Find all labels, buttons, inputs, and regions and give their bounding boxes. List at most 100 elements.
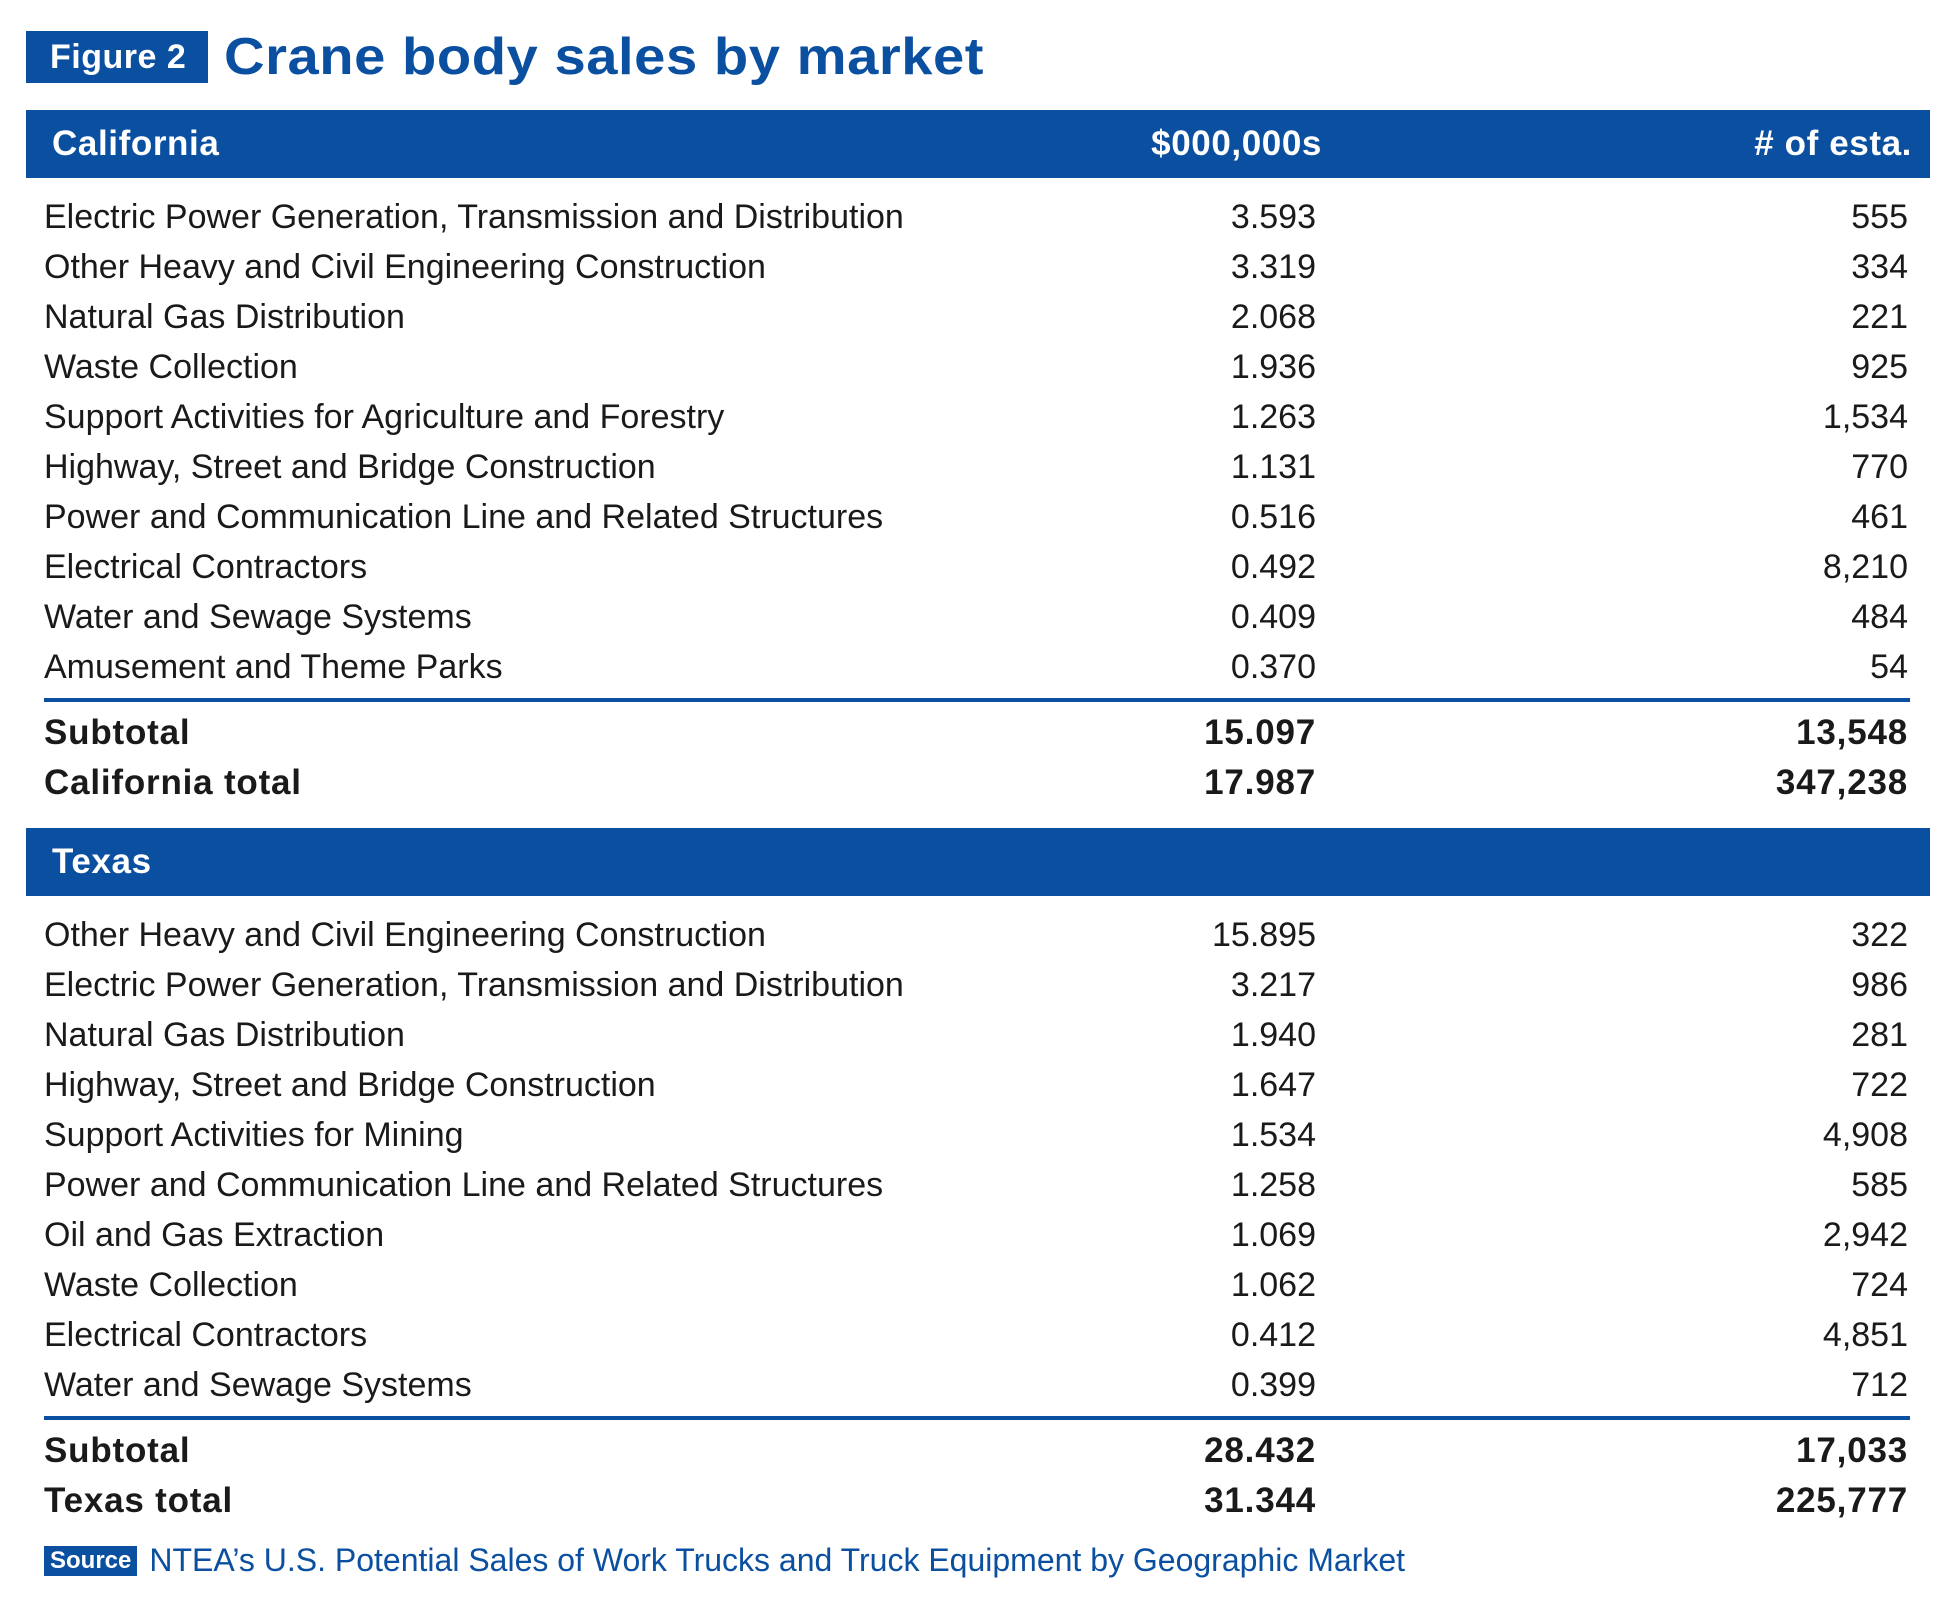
market-cell: Support Activities for Mining [44,1116,464,1154]
source-badge: Source [44,1545,138,1576]
market-cell: Electrical Contractors [44,1316,368,1354]
market-cell: Power and Communication Line and Related… [44,1166,884,1204]
table-row: Highway, Street and Bridge Construction … [26,442,1930,492]
amount-cell: 1.258 [1230,1166,1316,1204]
subtotal-label: Subtotal [44,1431,191,1470]
divider-rule [44,1416,1910,1420]
subtotal-amount: 28.432 [1204,1431,1316,1470]
subtotal-label: Subtotal [44,713,191,752]
amount-cell: 1.647 [1230,1066,1316,1104]
table-row: Other Heavy and Civil Engineering Constr… [26,910,1930,960]
market-cell: Amusement and Theme Parks [44,648,503,686]
figure-title-row: Figure 2 Crane body sales by market [26,28,984,86]
market-cell: Waste Collection [44,348,298,386]
table-row: Power and Communication Line and Related… [26,492,1930,542]
establishments-cell: 724 [1851,1266,1908,1304]
column-header-amount: $000,000s [1151,124,1322,163]
market-cell: Highway, Street and Bridge Construction [44,1066,656,1104]
section-title: California [52,124,220,163]
amount-cell: 0.399 [1230,1366,1316,1404]
market-cell: Water and Sewage Systems [44,1366,472,1404]
table-row: Support Activities for Agriculture and F… [26,392,1930,442]
market-cell: Water and Sewage Systems [44,598,472,636]
table-row: Water and Sewage Systems 0.409 484 [26,592,1930,642]
subtotal-row: Subtotal 28.432 17,033 [26,1426,1930,1476]
establishments-cell: 461 [1851,498,1908,536]
total-establishments: 347,238 [1775,763,1908,802]
market-cell: Highway, Street and Bridge Construction [44,448,656,486]
establishments-cell: 925 [1851,348,1908,386]
amount-cell: 1.936 [1230,348,1316,386]
amount-cell: 1.069 [1230,1216,1316,1254]
amount-cell: 3.217 [1230,966,1316,1004]
amount-cell: 1.131 [1230,448,1316,486]
amount-cell: 0.370 [1230,648,1316,686]
section-rows: Other Heavy and Civil Engineering Constr… [26,896,1930,1526]
source-line: Source NTEA’s U.S. Potential Sales of Wo… [44,1542,1405,1579]
establishments-cell: 8,210 [1822,548,1908,586]
table-row: Natural Gas Distribution 2.068 221 [26,292,1930,342]
establishments-cell: 484 [1851,598,1908,636]
table-row: Natural Gas Distribution 1.940 281 [26,1010,1930,1060]
market-cell: Waste Collection [44,1266,298,1304]
table-row: Waste Collection 1.062 724 [26,1260,1930,1310]
establishments-cell: 281 [1851,1016,1908,1054]
establishments-cell: 555 [1851,198,1908,236]
table-row: Oil and Gas Extraction 1.069 2,942 [26,1210,1930,1260]
subtotal-establishments: 13,548 [1796,713,1908,752]
section-header: Texas [26,828,1930,896]
establishments-cell: 4,851 [1822,1316,1908,1354]
amount-cell: 3.593 [1230,198,1316,236]
market-cell: Electric Power Generation, Transmission … [44,966,904,1004]
market-cell: Other Heavy and Civil Engineering Constr… [44,248,766,286]
figure-label-badge: Figure 2 [26,31,209,83]
establishments-cell: 2,942 [1822,1216,1908,1254]
section-title: Texas [52,842,152,881]
market-cell: Other Heavy and Civil Engineering Constr… [44,916,766,954]
total-row: California total 17.987 347,238 [26,758,1930,808]
market-cell: Electric Power Generation, Transmission … [44,198,904,236]
total-label: Texas total [44,1481,234,1520]
table-row: Power and Communication Line and Related… [26,1160,1930,1210]
table-row: Water and Sewage Systems 0.399 712 [26,1360,1930,1410]
amount-cell: 0.516 [1230,498,1316,536]
figure-title: Crane body sales by market [224,28,985,86]
table-row: Waste Collection 1.936 925 [26,342,1930,392]
amount-cell: 2.068 [1230,298,1316,336]
market-cell: Natural Gas Distribution [44,1016,405,1054]
establishments-cell: 4,908 [1822,1116,1908,1154]
establishments-cell: 585 [1851,1166,1908,1204]
establishments-cell: 322 [1851,916,1908,954]
subtotal-row: Subtotal 15.097 13,548 [26,708,1930,758]
table-row: Electric Power Generation, Transmission … [26,192,1930,242]
section-rows: Electric Power Generation, Transmission … [26,178,1930,808]
total-amount: 17.987 [1204,763,1316,802]
total-establishments: 225,777 [1775,1481,1908,1520]
establishments-cell: 770 [1851,448,1908,486]
amount-cell: 1.263 [1230,398,1316,436]
source-text: NTEA’s U.S. Potential Sales of Work Truc… [149,1542,1406,1578]
establishments-cell: 722 [1851,1066,1908,1104]
amount-cell: 3.319 [1230,248,1316,286]
table-row: Highway, Street and Bridge Construction … [26,1060,1930,1110]
table-row: Amusement and Theme Parks 0.370 54 [26,642,1930,692]
table-row: Electrical Contractors 0.492 8,210 [26,542,1930,592]
subtotal-establishments: 17,033 [1796,1431,1908,1470]
amount-cell: 0.409 [1230,598,1316,636]
establishments-cell: 221 [1851,298,1908,336]
establishments-cell: 334 [1851,248,1908,286]
establishments-cell: 54 [1870,648,1908,686]
total-amount: 31.344 [1204,1481,1316,1520]
market-cell: Oil and Gas Extraction [44,1216,385,1254]
amount-cell: 1.940 [1230,1016,1316,1054]
divider-rule [44,698,1910,702]
table-row: Electric Power Generation, Transmission … [26,960,1930,1010]
amount-cell: 15.895 [1212,916,1316,954]
market-cell: Electrical Contractors [44,548,368,586]
market-cell: Power and Communication Line and Related… [44,498,884,536]
section-texas: Texas Other Heavy and Civil Engineering … [26,828,1930,1526]
amount-cell: 1.062 [1230,1266,1316,1304]
establishments-cell: 1,534 [1822,398,1908,436]
total-label: California total [44,763,302,802]
establishments-cell: 712 [1851,1366,1908,1404]
